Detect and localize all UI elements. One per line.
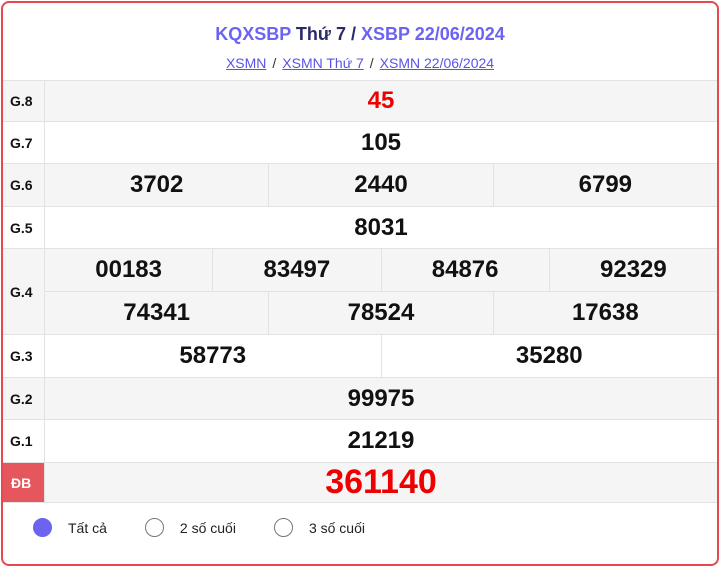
prize-row-g4: G.4 00183 83497 84876 92329 74341 78524 17638 [3,249,717,335]
filter-option[interactable]: Tất cả [33,518,107,537]
breadcrumb-link-xsmn-weekday[interactable]: XSMN Thứ 7 [282,55,364,71]
prize-number: 361140 [325,463,437,501]
prize-number: 78524 [268,292,492,334]
title-separator: / [350,24,356,44]
prize-number: 84876 [380,249,549,291]
breadcrumb-link-xsmn-date[interactable]: XSMN 22/06/2024 [379,55,495,71]
prize-number: 92329 [548,249,717,291]
title-date: XSBP 22/06/2024 [361,24,505,44]
prize-number: 8031 [354,213,408,241]
prize-label: ĐB [3,463,45,502]
prize-number: 35280 [380,335,718,377]
prize-row-g1: G.1 21219 [3,420,717,463]
prize-number: 99975 [347,384,415,412]
prize-number: 58773 [179,342,247,369]
prize-number: 2440 [268,164,492,206]
breadcrumb-separator: / [272,55,277,71]
prize-label: G.7 [3,122,45,163]
prize-row-g7: G.7 105 [3,122,717,164]
prize-label: G.4 [3,249,45,334]
prize-row-g3: G.3 58773 35280 [3,335,717,378]
radio-button[interactable] [144,518,164,537]
prize-number: 74341 [123,299,191,326]
prize-label: G.1 [3,420,45,462]
prize-row-g2: G.2 99975 [3,378,717,420]
radio-button[interactable] [33,518,52,537]
breadcrumb-link-xsmn[interactable]: XSMN [225,55,267,71]
prize-number: 45 [367,87,395,114]
results-table: G.8 45 G.7 105 G.6 3702 2440 6799 G.5 8031 G.4 0018… [3,80,717,503]
prize-number: 00183 [95,256,162,283]
prize-number: 83497 [212,249,380,291]
prize-row-g5: G.5 8031 [3,207,717,249]
prize-label: G.8 [3,81,45,121]
prize-number: 105 [360,128,402,156]
prize-row-db: ĐB 361140 [3,463,717,503]
prize-label: G.3 [3,335,45,377]
page-title: KQXSBP Thứ 7 / XSBP 22/06/2024 [3,24,717,45]
digit-filter: Tất cả 2 số cuối 3 số cuối [33,518,403,537]
prize-number: 17638 [492,292,717,334]
radio-button[interactable] [273,518,293,537]
prize-label: G.2 [3,378,45,419]
filter-option-label: 3 số cuối [308,519,365,536]
prize-number: 3702 [129,171,184,198]
filter-option[interactable]: 3 số cuối [273,518,365,537]
prize-number: 21219 [347,427,415,454]
filter-option-label: Tất cả [68,519,107,536]
title-code: KQXSBP [215,24,291,44]
prize-row-g8: G.8 45 [3,81,717,122]
prize-label: G.5 [3,207,45,248]
title-day: Thứ 7 [295,24,346,44]
prize-row-g6: G.6 3702 2440 6799 [3,164,717,207]
filter-option-label: 2 số cuối [179,519,236,536]
breadcrumb: XSMN / XSMN Thứ 7 / XSMN 22/06/2024 [3,55,717,71]
filter-option[interactable]: 2 số cuối [144,518,236,537]
prize-label: G.6 [3,164,45,206]
breadcrumb-separator: / [369,55,374,71]
prize-number: 6799 [492,164,717,206]
